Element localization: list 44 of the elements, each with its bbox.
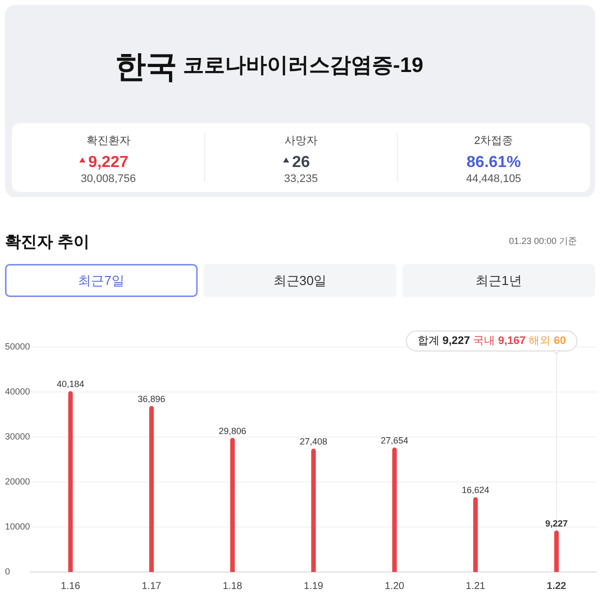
tooltip: 합계 9,227 국내 9,167 해외 60 [406,330,578,355]
bar [554,530,559,572]
y-tick-label: 50000 [5,341,30,352]
x-tick-label: 1.19 [304,581,324,592]
tab: 최근30일 [204,264,396,297]
x-tick-label: 1.21 [466,581,486,592]
data-label: 16,624 [462,485,490,496]
data-label: 40,184 [56,379,84,390]
text: 2차접종 [474,135,514,147]
tab: 최근7일 [5,264,198,297]
text: 01.23 00:00 기준 [508,236,577,246]
text: 44,448,105 [466,173,522,185]
data-label: 36,896 [138,394,166,404]
text: 30,008,756 [80,173,136,185]
y-tick-label: 10000 [5,521,30,532]
x-tick-label: 1.22 [546,581,567,592]
tab: 최근1년 [402,264,595,297]
data-label: 27,654 [380,436,408,446]
bar [311,448,316,572]
y-tick-label: 20000 [5,476,30,486]
text: 86.61% [466,154,521,171]
bar [68,391,73,572]
x-tick-label: 1.16 [60,581,81,592]
bar [392,448,397,572]
data-label: 27,408 [300,436,328,447]
bar [473,497,478,572]
y-tick-label: 0 [5,566,10,576]
x-tick-label: 1.18 [222,581,243,592]
text: 33,235 [284,173,318,185]
y-tick-label: 40000 [5,386,30,396]
bar [230,438,235,572]
text: 9,227 [88,154,128,171]
chart-title: 확진자 추이 [5,234,90,251]
text: 한국 [115,49,177,84]
x-tick-label: 1.17 [142,581,162,592]
data-label: 9,227 [545,518,568,528]
text: 26 [292,154,310,171]
text: 사망자 [284,135,318,147]
bar [149,406,154,572]
y-tick-label: 30000 [5,431,30,442]
text: 확진환자 [86,135,130,147]
data-label: 29,806 [218,426,246,436]
x-tick-label: 1.20 [384,581,405,592]
text: 코로나바이러스감염증-19 [183,54,424,77]
